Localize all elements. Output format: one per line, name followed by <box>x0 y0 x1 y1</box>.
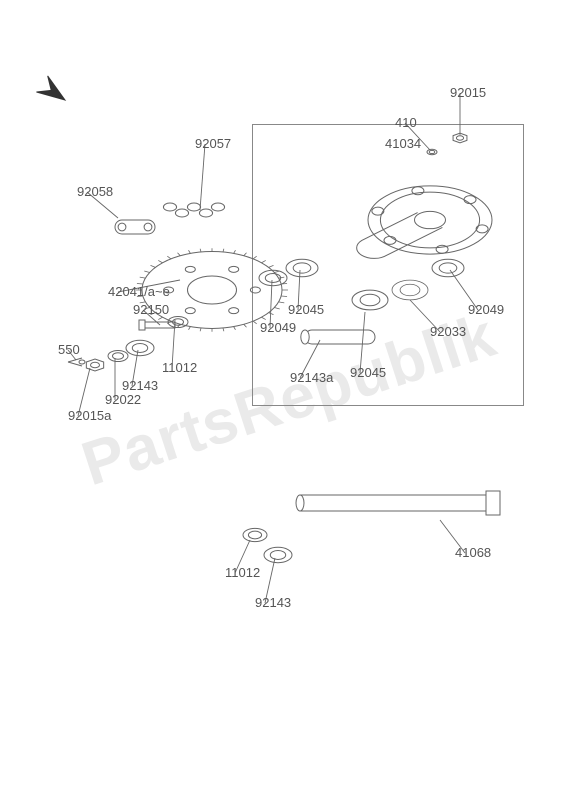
callout-92143b: 92143 <box>255 595 291 610</box>
collar-92143b <box>264 547 292 562</box>
callout-11012: 11012 <box>162 360 197 375</box>
callout-92143a: 92143a <box>290 370 333 385</box>
washer-410 <box>427 149 437 155</box>
chain-link <box>115 220 155 234</box>
hub <box>357 186 492 259</box>
callout-550: 550 <box>58 342 80 357</box>
callout-92022: 92022 <box>105 392 141 407</box>
axle-41068 <box>296 491 500 515</box>
callout-92015a: 92015a <box>68 408 111 423</box>
nut-92015a <box>86 359 103 371</box>
callout-410: 410 <box>395 115 417 130</box>
circlip-92033 <box>392 280 428 300</box>
parts-diagram <box>0 0 578 800</box>
callout-92033: 92033 <box>430 324 466 339</box>
callout-41034: 41034 <box>385 136 421 151</box>
callout-92057: 92057 <box>195 136 231 151</box>
callout-41068: 41068 <box>455 545 491 560</box>
callout-92049: 92049 <box>260 320 296 335</box>
callout-92045b: 92045 <box>350 365 386 380</box>
callout-92049b: 92049 <box>468 302 504 317</box>
collar-92143 <box>126 340 154 355</box>
callout-92058: 92058 <box>77 184 113 199</box>
bearing-92045b <box>352 290 388 310</box>
chain-seg <box>163 203 224 217</box>
washer-92022 <box>108 351 128 362</box>
callout-11012b: 11012 <box>225 565 260 580</box>
callout-92143: 92143 <box>122 378 158 393</box>
callout-92045: 92045 <box>288 302 324 317</box>
callout-92150: 92150 <box>133 302 169 317</box>
cap-11012b <box>243 528 267 541</box>
collar-92143a <box>301 330 375 344</box>
callout-42041/a~e: 42041/a~e <box>108 284 170 299</box>
pin-550 <box>68 358 85 366</box>
seal-92049a <box>259 270 287 285</box>
callout-92015: 92015 <box>450 85 486 100</box>
seal-92049b <box>432 259 464 277</box>
bearing-92045a <box>286 259 318 277</box>
